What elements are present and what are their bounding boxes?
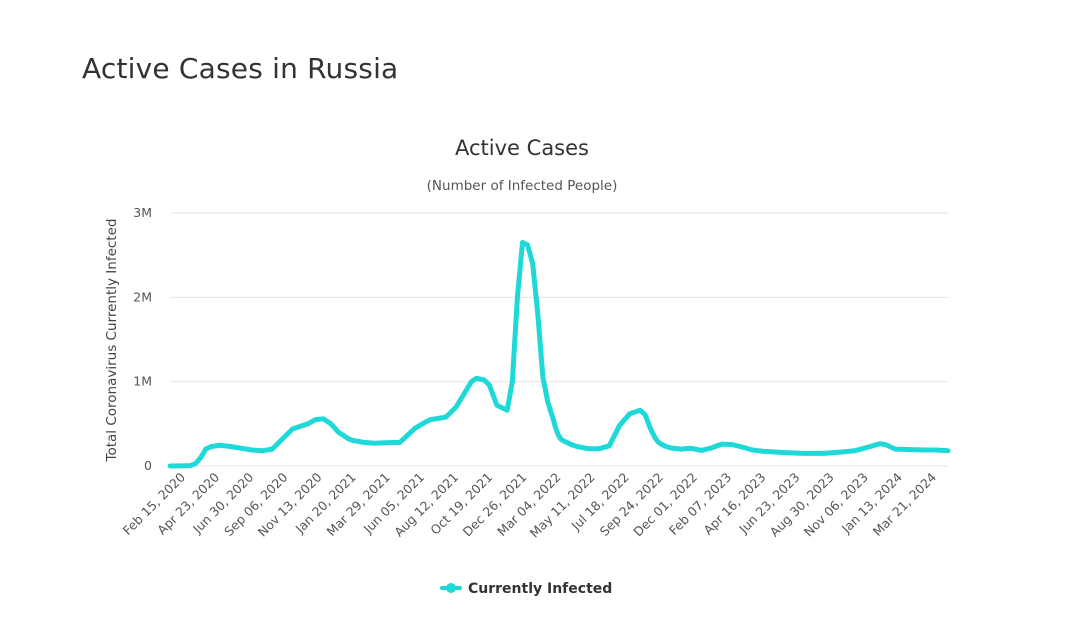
y-axis-title: Total Coronavirus Currently Infected <box>104 219 120 463</box>
legend-label: Currently Infected <box>468 581 612 597</box>
y-tick-label: 3M <box>133 205 152 220</box>
series-layer <box>167 240 951 469</box>
legend[interactable]: Currently Infected <box>440 581 612 597</box>
y-gridlines <box>170 212 948 467</box>
y-tick-label: 2M <box>133 289 152 304</box>
y-tick-label: 1M <box>133 374 152 389</box>
chart-subtitle: (Number of Infected People) <box>427 178 618 194</box>
chart-title: Active Cases <box>455 136 589 160</box>
y-tick-label: 0 <box>144 458 152 473</box>
y-tick-labels: 0 1M 2M 3M <box>133 205 152 473</box>
series-line-currently-infected[interactable] <box>167 240 951 469</box>
page-title: Active Cases in Russia <box>82 52 399 85</box>
legend-swatch-marker <box>446 583 456 593</box>
